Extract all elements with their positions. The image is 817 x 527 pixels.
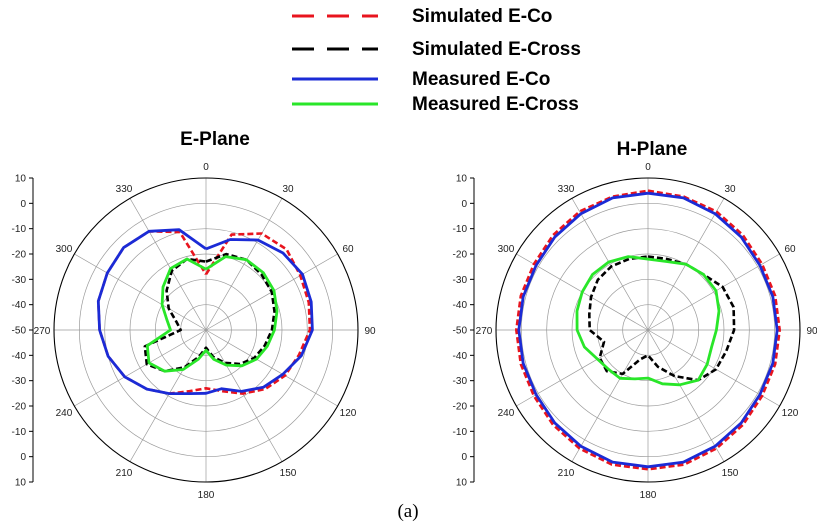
- legend-label: Measured E-Cross: [412, 94, 579, 115]
- radial-tick-label: 0: [20, 452, 26, 463]
- series-simulated-e-cross: [143, 252, 276, 373]
- radial-tick-label: -40: [12, 300, 27, 311]
- radial-tick-label: -20: [453, 250, 468, 261]
- radial-tick-label: -50: [453, 326, 468, 337]
- radial-tick-label: -50: [12, 326, 27, 337]
- angle-tick-label: 300: [498, 244, 515, 255]
- series-measured-e-co: [517, 191, 779, 469]
- radial-tick-label: -30: [453, 275, 468, 286]
- angle-tick-label: 60: [342, 244, 354, 255]
- grid-ray: [516, 329, 649, 407]
- grid-ray: [571, 198, 649, 331]
- radial-tick-label: -20: [453, 402, 468, 413]
- angle-tick-label: 60: [784, 244, 796, 255]
- angle-tick-label: 330: [558, 184, 575, 195]
- series-measured-e-co: [96, 228, 314, 396]
- radial-tick-label: -40: [12, 351, 27, 362]
- series-measured-e-cross: [145, 255, 279, 373]
- radial-tick-label: -40: [453, 351, 468, 362]
- legend-entry-measured-e-cross: Measured E-Cross: [292, 94, 579, 115]
- angle-tick-label: 0: [203, 162, 209, 173]
- angle-tick-label: 270: [34, 326, 51, 337]
- grid-ray: [571, 329, 649, 462]
- radial-tick-label: -30: [12, 376, 27, 387]
- angle-tick-label: 330: [116, 184, 133, 195]
- polar-plot-h-plane: 0 30 60 90 120 150 180 210 240 270 300 330 10 0 -10 -20…: [453, 162, 817, 501]
- series-simulated-e-co: [514, 189, 782, 471]
- angle-tick-label: 150: [722, 468, 739, 479]
- radial-tick-label: 0: [461, 452, 467, 463]
- radial-tick-label: -10: [453, 427, 468, 438]
- figure-caption: (a): [397, 501, 418, 522]
- radial-tick-label: -10: [453, 224, 468, 235]
- series-measured-e-cross: [575, 255, 721, 387]
- grid-ray: [74, 253, 207, 331]
- radial-tick-label: -10: [12, 224, 27, 235]
- legend-entry-measured-e-co: Measured E-Co: [292, 69, 550, 90]
- legend-label: Simulated E-Co: [412, 6, 552, 27]
- grid-ray: [129, 198, 207, 331]
- grid-ray: [647, 329, 780, 407]
- angle-tick-label: 120: [782, 408, 799, 419]
- angle-tick-label: 0: [645, 162, 651, 173]
- angle-tick-label: 240: [498, 408, 515, 419]
- angle-tick-label: 30: [282, 184, 294, 195]
- radial-tick-label: -20: [12, 402, 27, 413]
- legend: Simulated E-Co Simulated E-Cross Measure…: [292, 6, 581, 115]
- angle-tick-label: 90: [364, 326, 376, 337]
- angle-tick-label: 270: [476, 326, 493, 337]
- grid-ray: [205, 198, 283, 331]
- legend-label: Measured E-Co: [412, 69, 550, 90]
- polar-plot-e-plane: 0 30 60 90 120 150 180 210 240 270 300 330 10 0 -10 -20…: [12, 162, 376, 501]
- angle-tick-label: 210: [558, 468, 575, 479]
- grid-ray: [129, 329, 207, 462]
- legend-label: Simulated E-Cross: [412, 39, 581, 60]
- grid-ray: [205, 329, 283, 462]
- radial-tick-label: -10: [12, 427, 27, 438]
- radial-tick-label: -30: [453, 376, 468, 387]
- plot-title-h-plane: H-Plane: [617, 139, 688, 160]
- plot-title-e-plane: E-Plane: [180, 129, 250, 150]
- radial-tick-label: 0: [461, 199, 467, 210]
- legend-entry-simulated-e-co: Simulated E-Co: [292, 6, 552, 27]
- radial-tick-label: -20: [12, 250, 27, 261]
- angle-tick-label: 90: [806, 326, 817, 337]
- angle-tick-label: 120: [340, 408, 357, 419]
- outer-ring: [495, 177, 801, 483]
- angle-tick-label: 300: [56, 244, 73, 255]
- grid-ray: [74, 329, 207, 407]
- radial-tick-label: 10: [456, 478, 468, 489]
- radial-tick-label: 0: [20, 199, 26, 210]
- radial-tick-label: -30: [12, 275, 27, 286]
- grid-ray: [647, 253, 780, 331]
- angle-tick-label: 180: [198, 490, 215, 501]
- legend-entry-simulated-e-cross: Simulated E-Cross: [292, 39, 581, 60]
- outer-ring: [53, 177, 359, 483]
- angle-tick-label: 30: [724, 184, 736, 195]
- grid-ray: [647, 329, 725, 462]
- radial-tick-label: 10: [15, 174, 27, 185]
- grid-ray: [205, 329, 338, 407]
- radial-tick-label: 10: [15, 478, 27, 489]
- angle-tick-label: 180: [640, 490, 657, 501]
- angle-tick-label: 150: [280, 468, 297, 479]
- angle-tick-label: 210: [116, 468, 133, 479]
- series-simulated-e-cross: [587, 255, 736, 382]
- radial-tick-label: -40: [453, 300, 468, 311]
- radial-tick-label: 10: [456, 174, 468, 185]
- angle-tick-label: 240: [56, 408, 73, 419]
